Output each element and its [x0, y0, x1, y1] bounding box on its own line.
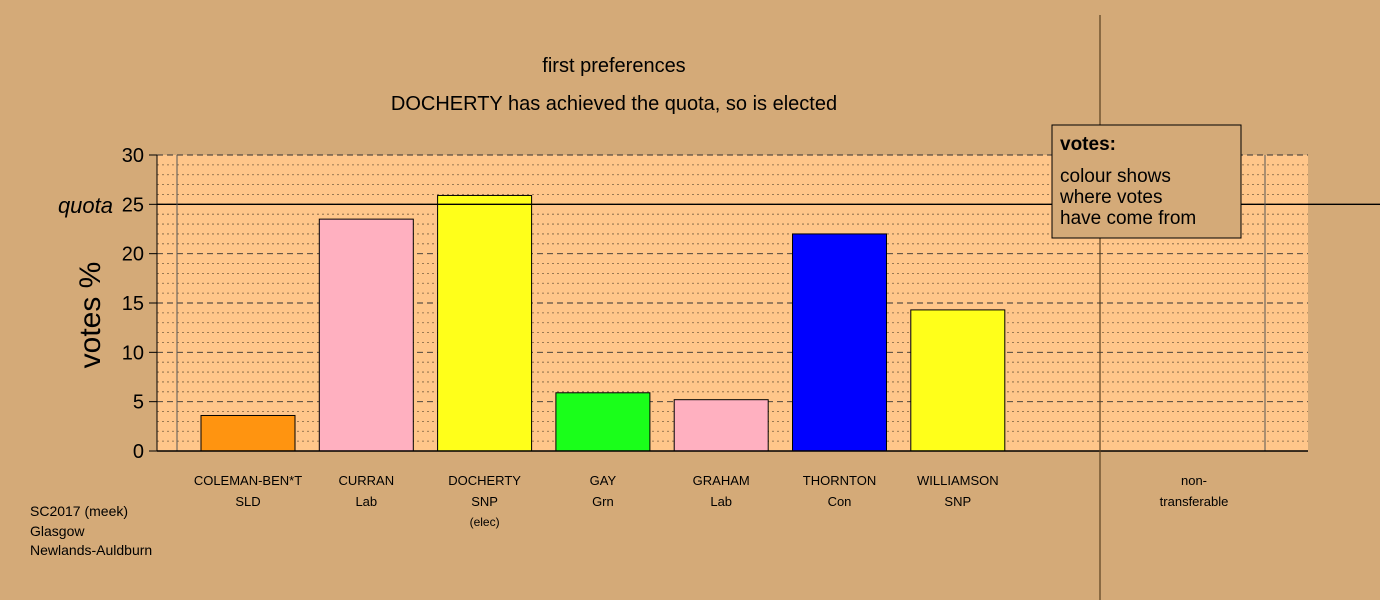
- footer-line-1: SC2017 (meek): [30, 503, 128, 519]
- legend-line-3: have come from: [1060, 208, 1196, 229]
- candidate-party: Con: [828, 494, 852, 509]
- candidate-name: GRAHAM: [693, 473, 750, 488]
- nontransferable-label-line1: non-: [1181, 473, 1207, 488]
- candidate-name: GAY: [590, 473, 617, 488]
- candidate-name: COLEMAN-BEN*T: [194, 473, 302, 488]
- candidate-name: DOCHERTY: [448, 473, 521, 488]
- candidate-party: SLD: [235, 494, 260, 509]
- candidate-name: CURRAN: [338, 473, 394, 488]
- bar-coleman-ben*t: [200, 414, 296, 452]
- bars: [200, 194, 1006, 452]
- bar-curran: [318, 218, 414, 452]
- candidate-party: Grn: [592, 494, 614, 509]
- elected-note: (elec): [470, 515, 500, 529]
- y-tick-labels: 0 5 10 15 20 25 30: [122, 145, 144, 463]
- candidate-party: SNP: [944, 494, 971, 509]
- legend-line-1: colour shows: [1060, 166, 1171, 187]
- legend-line-2: where votes: [1059, 187, 1162, 208]
- y-axis-label: votes %: [74, 262, 107, 369]
- bar-williamson: [910, 309, 1006, 452]
- candidate-party: SNP: [471, 494, 498, 509]
- footer-line-3: Newlands-Auldburn: [30, 542, 152, 558]
- y-tick-label: 25: [122, 194, 144, 216]
- y-tick-label: 20: [122, 244, 144, 266]
- candidate-party: Lab: [355, 494, 377, 509]
- chart-title: first preferences: [542, 55, 685, 77]
- candidate-party: Lab: [710, 494, 732, 509]
- y-tick-label: 0: [133, 441, 144, 463]
- quota-label: quota: [58, 193, 113, 218]
- legend: votes: colour shows where votes have com…: [1051, 124, 1242, 239]
- bar-graham: [673, 399, 769, 452]
- y-tick-label: 5: [133, 392, 144, 414]
- y-tick-label: 15: [122, 293, 144, 315]
- legend-box: [1051, 124, 1242, 239]
- candidate-name: THORNTON: [803, 473, 876, 488]
- y-tick-label: 10: [122, 342, 144, 364]
- footer-line-2: Glasgow: [30, 523, 85, 539]
- bar-docherty: [437, 194, 533, 452]
- legend-title: votes:: [1060, 134, 1116, 155]
- candidate-name: WILLIAMSON: [917, 473, 999, 488]
- candidate-labels: COLEMAN-BEN*T SLD CURRAN Lab DOCHERTY SNP (ele…: [194, 473, 999, 529]
- chart-subtitle: DOCHERTY has achieved the quota, so is e…: [391, 93, 837, 115]
- bar-gay: [555, 392, 651, 452]
- y-tick-label: 30: [122, 145, 144, 167]
- bar-thornton: [792, 233, 887, 452]
- nontransferable-label-line2: transferable: [1160, 494, 1229, 509]
